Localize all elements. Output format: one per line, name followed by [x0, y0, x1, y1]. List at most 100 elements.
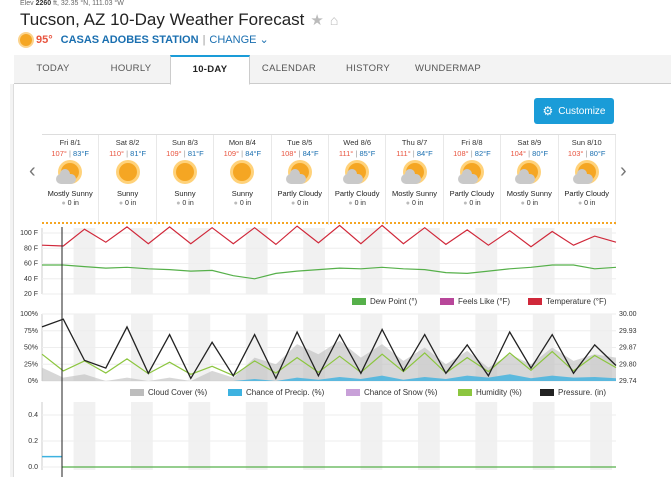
day-precip: ● 0 in: [99, 200, 155, 207]
station-link[interactable]: CASAS ADOBES STATION: [60, 33, 199, 46]
pressure-line: [41, 318, 617, 380]
raindrop-icon: ●: [405, 200, 411, 207]
tab-bar: TODAY HOURLY 10-DAY CALENDAR HISTORY WUN…: [14, 55, 671, 85]
temp-separator: |: [69, 149, 71, 158]
night-band: [303, 402, 325, 470]
night-band: [245, 402, 268, 470]
low-temp: 81°F: [130, 149, 147, 158]
temp-separator: |: [585, 149, 588, 158]
day-condition: Sunny: [116, 189, 139, 198]
prev-arrow-icon[interactable]: ‹: [29, 160, 36, 182]
cloud-shape: [400, 169, 421, 184]
percent-y-tick: 25%: [24, 361, 38, 368]
day-precip: ● 0 in: [386, 200, 442, 207]
temp-separator: |: [183, 149, 186, 158]
day-column[interactable]: Wed 8/6 111° | 85°F Partly Cloudy ● 0 in: [329, 135, 387, 225]
day-condition: Sunny: [174, 189, 196, 198]
cloud-shape: [572, 169, 593, 184]
current-temp: 95°: [36, 33, 53, 46]
dew-point-legend: Dew Point (°): [370, 297, 418, 306]
high-temp: 108°: [280, 149, 297, 158]
dew-point-line: [42, 264, 617, 280]
day-name: Sat 8/9: [517, 138, 542, 147]
day-name: Thu 8/7: [401, 138, 428, 147]
gear-icon: ⚙: [542, 104, 554, 118]
tab-history[interactable]: HISTORY: [346, 63, 390, 74]
day-strip-divider: [42, 222, 616, 224]
raindrop-icon: ●: [291, 200, 296, 207]
day-temps: 110° | 81°F: [99, 149, 155, 158]
tab-wundermap[interactable]: WUNDERMAP: [414, 63, 482, 74]
precip-amount: 0 in: [67, 200, 79, 207]
sun-icon: [112, 159, 144, 189]
cloud-cover-swatch: [130, 389, 144, 396]
pressure-y-tick: 29.74: [619, 378, 637, 385]
tab-10-day[interactable]: 10-DAY: [170, 55, 250, 85]
day-condition: Partly Cloudy: [564, 189, 610, 198]
precip-chance-legend: Chance of Precip. (%): [246, 388, 325, 397]
next-arrow-icon[interactable]: ›: [620, 160, 627, 182]
elev-label: Elev: [20, 0, 34, 7]
night-band: [130, 228, 153, 294]
partly-cloudy-icon: [284, 159, 316, 189]
day-column[interactable]: Sun 8/3 109° | 81°F Sunny ● 0 in: [157, 135, 215, 225]
day-column[interactable]: Fri 8/8 108° | 82°F Partly Cloudy ● 0 in: [444, 135, 502, 225]
sun-shape: [233, 163, 252, 181]
day-condition: Partly Cloudy: [334, 189, 380, 198]
day-column[interactable]: Sat 8/9 104° | 80°F Mostly Sunny ● 0 in: [501, 135, 559, 225]
sun-icon: [169, 159, 201, 189]
separator: |: [202, 33, 206, 46]
favorite-star-icon[interactable]: ★: [310, 12, 324, 29]
raindrop-icon: ●: [520, 200, 525, 207]
precip-amount: 0 in: [354, 200, 366, 207]
day-column[interactable]: Thu 8/7 111° | 84°F Mostly Sunny ● 0 in: [386, 135, 444, 225]
high-temp: 107°: [51, 149, 67, 158]
day-name: Wed 8/6: [343, 138, 372, 147]
temp-separator: |: [355, 149, 358, 158]
partly-sunny-icon: [399, 159, 431, 189]
low-temp: 84°F: [245, 149, 262, 158]
low-temp: 83°F: [73, 149, 89, 158]
raindrop-icon: ●: [61, 200, 66, 207]
day-temps: 103° | 80°F: [559, 149, 615, 158]
humidity-swatch: [458, 389, 472, 396]
raindrop-icon: ●: [577, 200, 583, 207]
day-column[interactable]: Sat 8/2 110° | 81°F Sunny ● 0 in: [99, 135, 157, 225]
page-title: Tucson, AZ 10-Day Weather Forecast: [20, 10, 305, 29]
day-temps: 111° | 84°F: [386, 149, 442, 158]
tab-hourly[interactable]: HOURLY: [110, 63, 152, 74]
day-condition: Sunny: [231, 189, 253, 198]
day-temps: 109° | 84°F: [214, 149, 270, 158]
dew-point-swatch: [352, 298, 366, 305]
day-precip: ● 0 in: [214, 200, 270, 207]
coords-text: ft, 32.35 °N, 111.03 °W: [53, 0, 124, 7]
day-name: Tue 8/5: [287, 138, 313, 147]
tab-today[interactable]: TODAY: [36, 63, 70, 74]
precip-y-tick: 0.4: [28, 412, 38, 419]
station-row: 95° CASAS ADOBES STATION | CHANGE ⌄: [20, 33, 269, 46]
night-band: [360, 402, 383, 470]
elev-value: 2260: [35, 0, 52, 7]
day-column[interactable]: Sun 8/10 103° | 80°F Partly Cloudy ● 0 in: [559, 135, 616, 225]
raindrop-icon: ●: [118, 200, 124, 207]
humidity-line: [41, 350, 617, 377]
temp-separator: |: [412, 149, 415, 158]
sun-shape: [175, 163, 194, 181]
high-temp: 109°: [223, 149, 240, 158]
day-column[interactable]: Fri 8/1 107° | 83°F Mostly Sunny ● 0 in: [42, 135, 100, 225]
home-icon[interactable]: ⌂: [329, 12, 339, 28]
tab-calendar[interactable]: CALENDAR: [261, 63, 317, 74]
day-condition: Mostly Sunny: [47, 189, 93, 198]
change-station-button[interactable]: CHANGE ⌄: [209, 33, 268, 46]
day-column[interactable]: Mon 8/4 109° | 84°F Sunny ● 0 in: [214, 135, 272, 225]
customize-button[interactable]: ⚙ Customize: [534, 98, 614, 124]
temp-separator: |: [241, 149, 244, 158]
raindrop-icon: ●: [233, 200, 238, 207]
precip-y-tick: 0.0: [28, 464, 38, 471]
temp-y-tick: 100 F: [20, 230, 38, 237]
night-band: [130, 402, 153, 470]
day-column[interactable]: Tue 8/5 108° | 84°F Partly Cloudy ● 0 in: [272, 135, 329, 225]
sun-icon: [20, 33, 32, 46]
day-name: Sat 8/2: [115, 138, 140, 147]
